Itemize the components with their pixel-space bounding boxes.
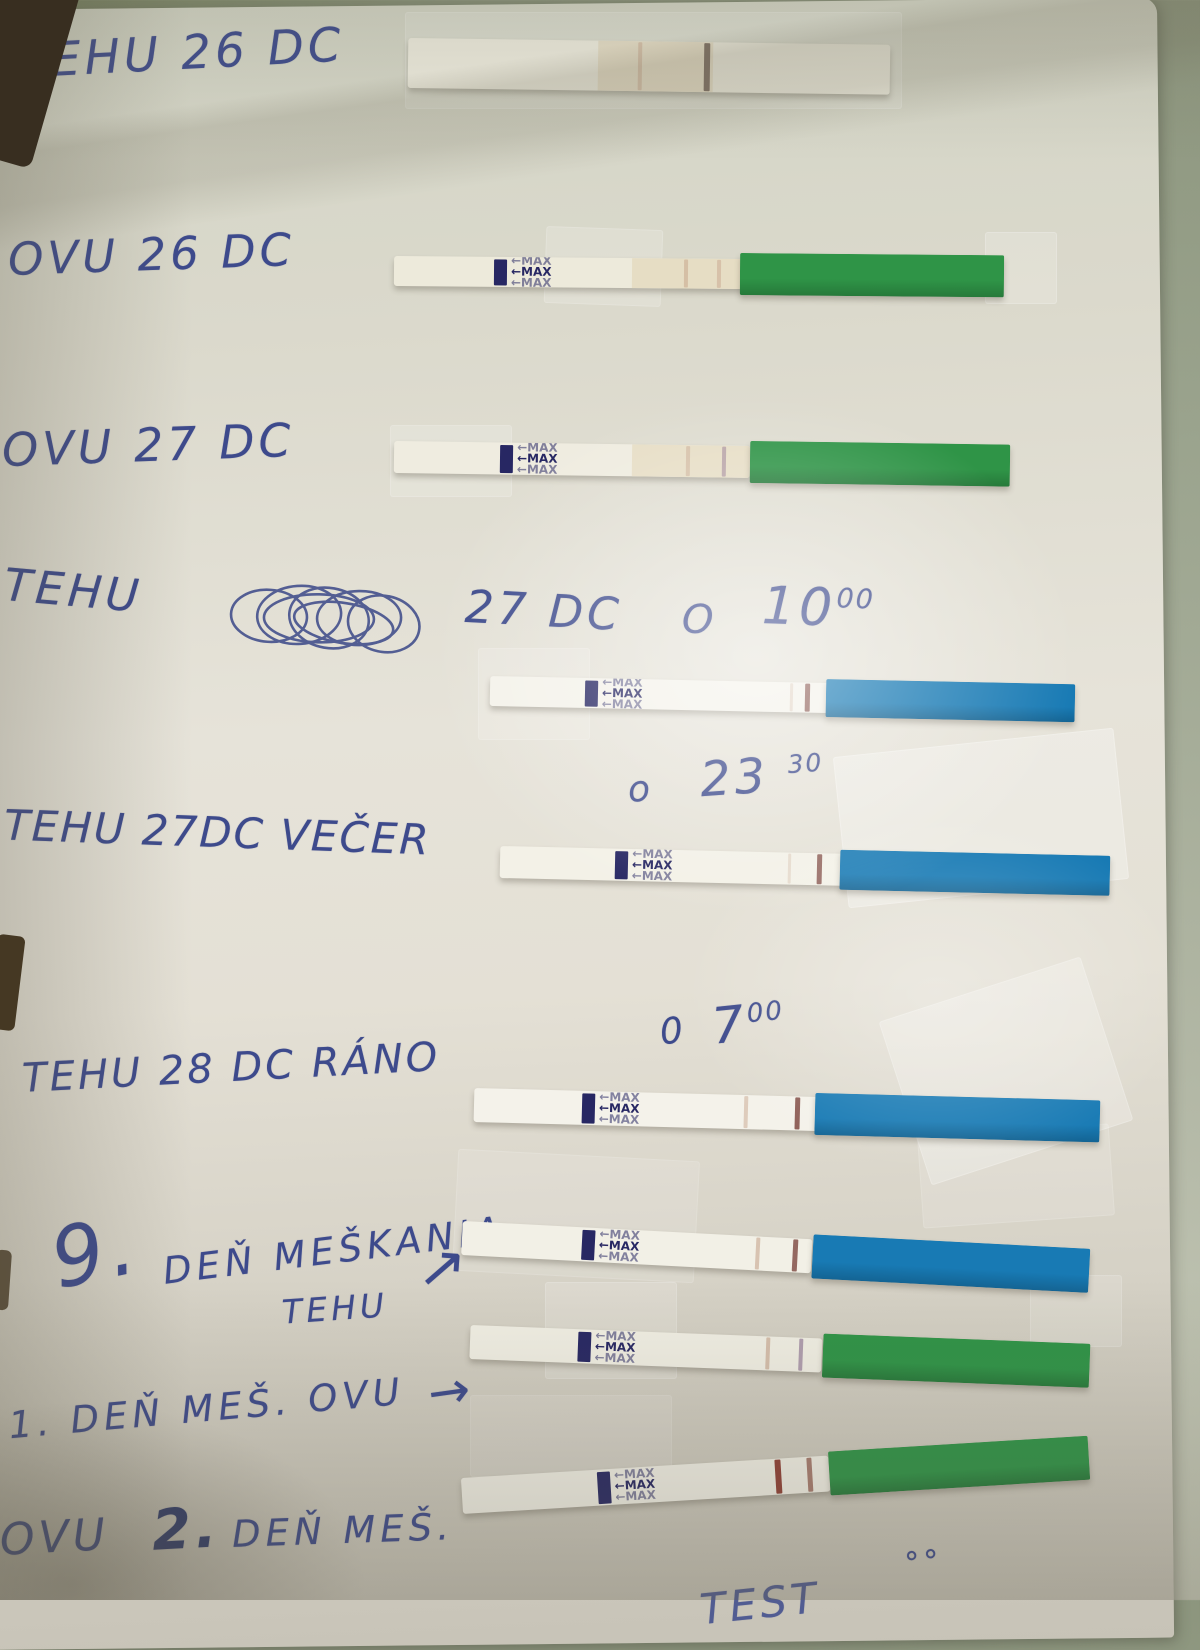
label-27dc: 27 DC bbox=[463, 579, 624, 642]
label-ovu-26dc: OVU 26 DC bbox=[7, 223, 296, 286]
strip-handle bbox=[821, 1333, 1091, 1388]
max-text: ←MAX bbox=[632, 846, 673, 862]
strip-test-window bbox=[597, 40, 714, 93]
max-text: ←MAX bbox=[613, 1465, 655, 1483]
strip-result-line bbox=[798, 1338, 804, 1371]
strip-handle bbox=[811, 1234, 1091, 1293]
strip-result-line bbox=[804, 683, 811, 712]
label-ovu-word: OVU bbox=[0, 1509, 111, 1566]
label-day9-number: 9. bbox=[42, 1197, 148, 1308]
max-text: ←MAX bbox=[511, 256, 552, 268]
test-strip-ovu-27dc-strip: ←MAX ←MAX ←MAX bbox=[393, 432, 1011, 491]
strip-paper-body: ←MAX ←MAX ←MAX bbox=[473, 1088, 820, 1132]
label-day9-tehu: TEHU bbox=[280, 1285, 390, 1332]
label-time-23: 23 30 bbox=[698, 747, 825, 809]
max-text: ←MAX bbox=[597, 1248, 640, 1265]
max-text: ←MAX bbox=[631, 868, 673, 884]
strip-result-line bbox=[816, 854, 823, 885]
strip-handle bbox=[739, 253, 1005, 298]
strip-result-line bbox=[685, 446, 691, 477]
strip-result-line bbox=[683, 259, 689, 288]
label-at-sign-10: O bbox=[681, 596, 719, 644]
max-level-marker: ←MAX ←MAX ←MAX bbox=[577, 1328, 637, 1366]
max-text: ←MAX bbox=[594, 1350, 636, 1366]
strip-paper-body: ←MAX ←MAX ←MAX bbox=[499, 846, 846, 886]
max-level-marker: ←MAX ←MAX ←MAX bbox=[493, 256, 552, 290]
max-text: ←MAX bbox=[517, 441, 558, 455]
max-level-marker: ←MAX ←MAX ←MAX bbox=[614, 846, 673, 884]
strip-result-line bbox=[791, 1239, 799, 1272]
max-text: ←MAX bbox=[601, 696, 643, 712]
max-ink-bar bbox=[596, 1470, 612, 1504]
strip-result-line bbox=[787, 853, 792, 884]
max-text: ←MAX bbox=[602, 676, 643, 690]
max-text: ←MAX bbox=[598, 1111, 640, 1127]
label-day2-rest: DEŇ MEŠ. bbox=[231, 1505, 455, 1556]
max-text: ←MAX bbox=[510, 275, 552, 290]
label-bottom-degree-marks: °° bbox=[903, 1543, 945, 1582]
max-text: ←MAX bbox=[614, 1487, 657, 1505]
label-ovu-27dc: OVU 27 DC bbox=[1, 412, 296, 478]
strip-handle bbox=[825, 679, 1076, 723]
strip-paper-body: ←MAX ←MAX ←MAX bbox=[393, 256, 747, 290]
max-level-marker: ←MAX ←MAX ←MAX bbox=[596, 1465, 657, 1505]
label-day2-number: 2. bbox=[150, 1495, 222, 1564]
max-level-marker: ←MAX ←MAX ←MAX bbox=[581, 1089, 640, 1127]
strip-result-line bbox=[754, 1237, 761, 1270]
strip-paper-body bbox=[407, 38, 891, 95]
label-at-sign-23: o bbox=[626, 768, 656, 811]
strip-test-window bbox=[631, 258, 747, 290]
max-text: ←MAX bbox=[595, 1328, 637, 1344]
max-ink-bar bbox=[581, 1229, 596, 1260]
strip-result-line bbox=[637, 42, 643, 91]
test-strip-tehu-26dc-strip bbox=[407, 34, 891, 99]
max-level-marker: ←MAX ←MAX ←MAX bbox=[499, 441, 558, 477]
max-ink-bar bbox=[499, 444, 514, 473]
label-time-7: 700 bbox=[709, 994, 786, 1056]
right-arrow-icon: → bbox=[424, 1359, 478, 1423]
strip-result-line bbox=[789, 683, 794, 712]
strip-result-line bbox=[806, 1457, 814, 1492]
strip-result-line bbox=[765, 1337, 771, 1370]
scribble-crossed-out-word bbox=[229, 584, 421, 654]
strip-result-line bbox=[703, 43, 711, 92]
strip-result-line bbox=[774, 1459, 783, 1494]
strip-handle bbox=[839, 849, 1111, 896]
max-ink-bar bbox=[581, 1092, 596, 1124]
strip-result-line bbox=[743, 1096, 749, 1129]
max-ink-bar bbox=[614, 850, 629, 879]
max-ink-bar bbox=[584, 679, 599, 707]
label-time-10: 1000 bbox=[760, 576, 876, 639]
strip-handle bbox=[749, 440, 1011, 487]
max-ink-bar bbox=[577, 1331, 592, 1362]
max-ink-bar bbox=[493, 258, 508, 285]
strip-result-line bbox=[794, 1097, 801, 1130]
strip-paper-body: ←MAX ←MAX ←MAX bbox=[469, 1325, 823, 1373]
strip-paper-body: ←MAX ←MAX ←MAX bbox=[393, 441, 751, 478]
strip-paper-body: ←MAX ←MAX ←MAX bbox=[489, 676, 831, 714]
max-text: ←MAX bbox=[599, 1089, 640, 1105]
strip-paper-body: ←MAX ←MAX ←MAX bbox=[461, 1221, 813, 1274]
max-text: ←MAX bbox=[516, 462, 558, 477]
label-at-sign-7: 0 bbox=[657, 1009, 689, 1054]
label-tehu-word: TEHU bbox=[1, 558, 145, 623]
strip-result-line bbox=[716, 259, 722, 288]
test-strip-ovu-26dc-strip: ←MAX ←MAX ←MAX bbox=[393, 246, 1006, 301]
strip-test-window bbox=[631, 444, 751, 478]
max-text: ←MAX bbox=[599, 1226, 641, 1243]
strip-result-line bbox=[721, 446, 727, 477]
max-level-marker: ←MAX ←MAX ←MAX bbox=[584, 676, 643, 712]
strip-handle bbox=[814, 1092, 1101, 1143]
max-level-marker: ←MAX ←MAX ←MAX bbox=[581, 1226, 641, 1265]
